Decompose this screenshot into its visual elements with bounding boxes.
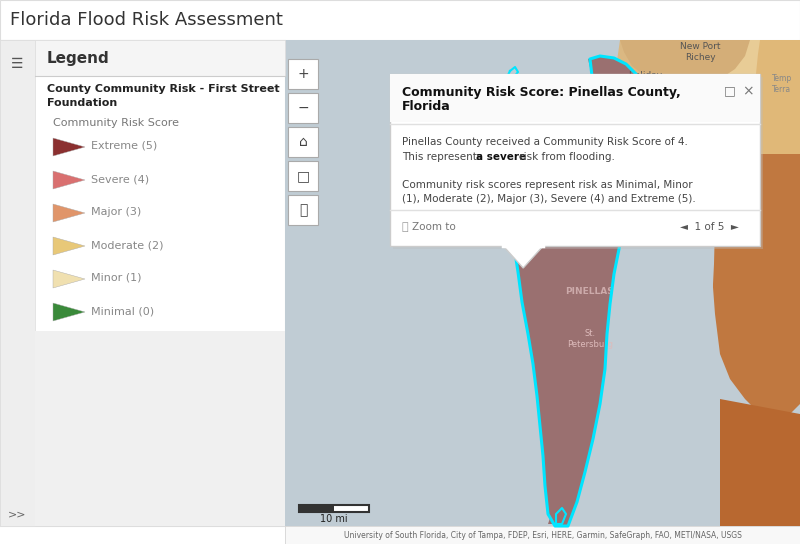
Text: Community Risk Score: Community Risk Score [53, 118, 179, 128]
Polygon shape [505, 56, 640, 526]
Polygon shape [620, 164, 715, 526]
Text: Major (3): Major (3) [91, 207, 142, 217]
Polygon shape [53, 138, 85, 156]
Text: This represents: This represents [402, 152, 486, 162]
FancyBboxPatch shape [299, 505, 334, 512]
Text: ×: × [742, 84, 754, 98]
Text: Minimal (0): Minimal (0) [91, 306, 154, 316]
FancyBboxPatch shape [35, 40, 285, 76]
Text: >>: >> [8, 509, 26, 519]
Text: Tampa
Bay: Tampa Bay [656, 222, 688, 245]
Text: Pinellas County received a Community Risk Score of 4.: Pinellas County received a Community Ris… [402, 137, 688, 147]
Text: Zoom to: Zoom to [412, 222, 456, 232]
Text: Foundation: Foundation [47, 98, 118, 108]
Text: 10 mi: 10 mi [320, 514, 348, 524]
FancyBboxPatch shape [35, 331, 285, 526]
FancyBboxPatch shape [285, 40, 800, 526]
Text: Community risk scores represent risk as Minimal, Minor: Community risk scores represent risk as … [402, 180, 693, 190]
Polygon shape [503, 246, 543, 268]
Polygon shape [755, 40, 800, 154]
FancyBboxPatch shape [390, 74, 760, 122]
Text: a severe: a severe [476, 152, 526, 162]
Polygon shape [658, 40, 800, 104]
Text: ◄  1 of 5  ►: ◄ 1 of 5 ► [680, 222, 739, 232]
Text: ⌂: ⌂ [298, 135, 307, 149]
Text: New Port
Richey: New Port Richey [680, 42, 720, 62]
Polygon shape [620, 40, 750, 86]
Text: Florida: Florida [402, 100, 450, 113]
Text: Florida Flood Risk Assessment: Florida Flood Risk Assessment [10, 11, 283, 29]
Text: Moderate (2): Moderate (2) [91, 240, 163, 250]
Polygon shape [608, 40, 800, 194]
Text: □: □ [297, 169, 310, 183]
Text: County Community Risk - First Street: County Community Risk - First Street [47, 84, 280, 94]
Text: (1), Moderate (2), Major (3), Severe (4) and Extreme (5).: (1), Moderate (2), Major (3), Severe (4)… [402, 194, 696, 204]
Text: risk from flooding.: risk from flooding. [516, 152, 615, 162]
Text: PINELLAS: PINELLAS [566, 287, 614, 296]
Text: ☰: ☰ [11, 57, 24, 71]
Text: ⌕: ⌕ [402, 222, 409, 232]
Polygon shape [53, 303, 85, 321]
FancyBboxPatch shape [0, 0, 800, 40]
FancyBboxPatch shape [390, 74, 760, 246]
Text: St.
Petersburg: St. Petersburg [567, 329, 613, 349]
Text: Legend: Legend [47, 51, 110, 65]
Polygon shape [53, 171, 85, 189]
Text: Extreme (5): Extreme (5) [91, 141, 158, 151]
FancyBboxPatch shape [288, 161, 318, 191]
Polygon shape [53, 270, 85, 288]
Polygon shape [556, 506, 565, 524]
FancyBboxPatch shape [285, 526, 800, 544]
Polygon shape [712, 154, 800, 419]
Text: Pinellas
Park: Pinellas Park [579, 156, 611, 176]
Text: Community Risk Score: Pinellas County,: Community Risk Score: Pinellas County, [402, 86, 681, 99]
Text: University of South Florida, City of Tampa, FDEP, Esri, HERE, Garmin, SafeGraph,: University of South Florida, City of Tam… [343, 530, 742, 540]
FancyBboxPatch shape [0, 40, 285, 526]
FancyBboxPatch shape [288, 127, 318, 157]
FancyBboxPatch shape [288, 93, 318, 123]
Text: +: + [297, 67, 309, 81]
FancyBboxPatch shape [299, 505, 369, 512]
Text: −: − [297, 101, 309, 115]
Text: Temp
Terra: Temp Terra [772, 74, 792, 94]
FancyBboxPatch shape [393, 77, 763, 249]
Polygon shape [720, 399, 800, 526]
Text: Severe (4): Severe (4) [91, 174, 149, 184]
FancyBboxPatch shape [288, 195, 318, 225]
FancyBboxPatch shape [288, 59, 318, 89]
Text: Holiday: Holiday [628, 71, 662, 81]
Polygon shape [53, 204, 85, 222]
Text: □: □ [724, 84, 736, 97]
Text: Minor (1): Minor (1) [91, 273, 142, 283]
Text: ⎙: ⎙ [299, 203, 307, 217]
FancyBboxPatch shape [0, 40, 35, 526]
Text: Seminole: Seminole [535, 209, 574, 219]
Polygon shape [53, 237, 85, 255]
Polygon shape [548, 518, 556, 524]
